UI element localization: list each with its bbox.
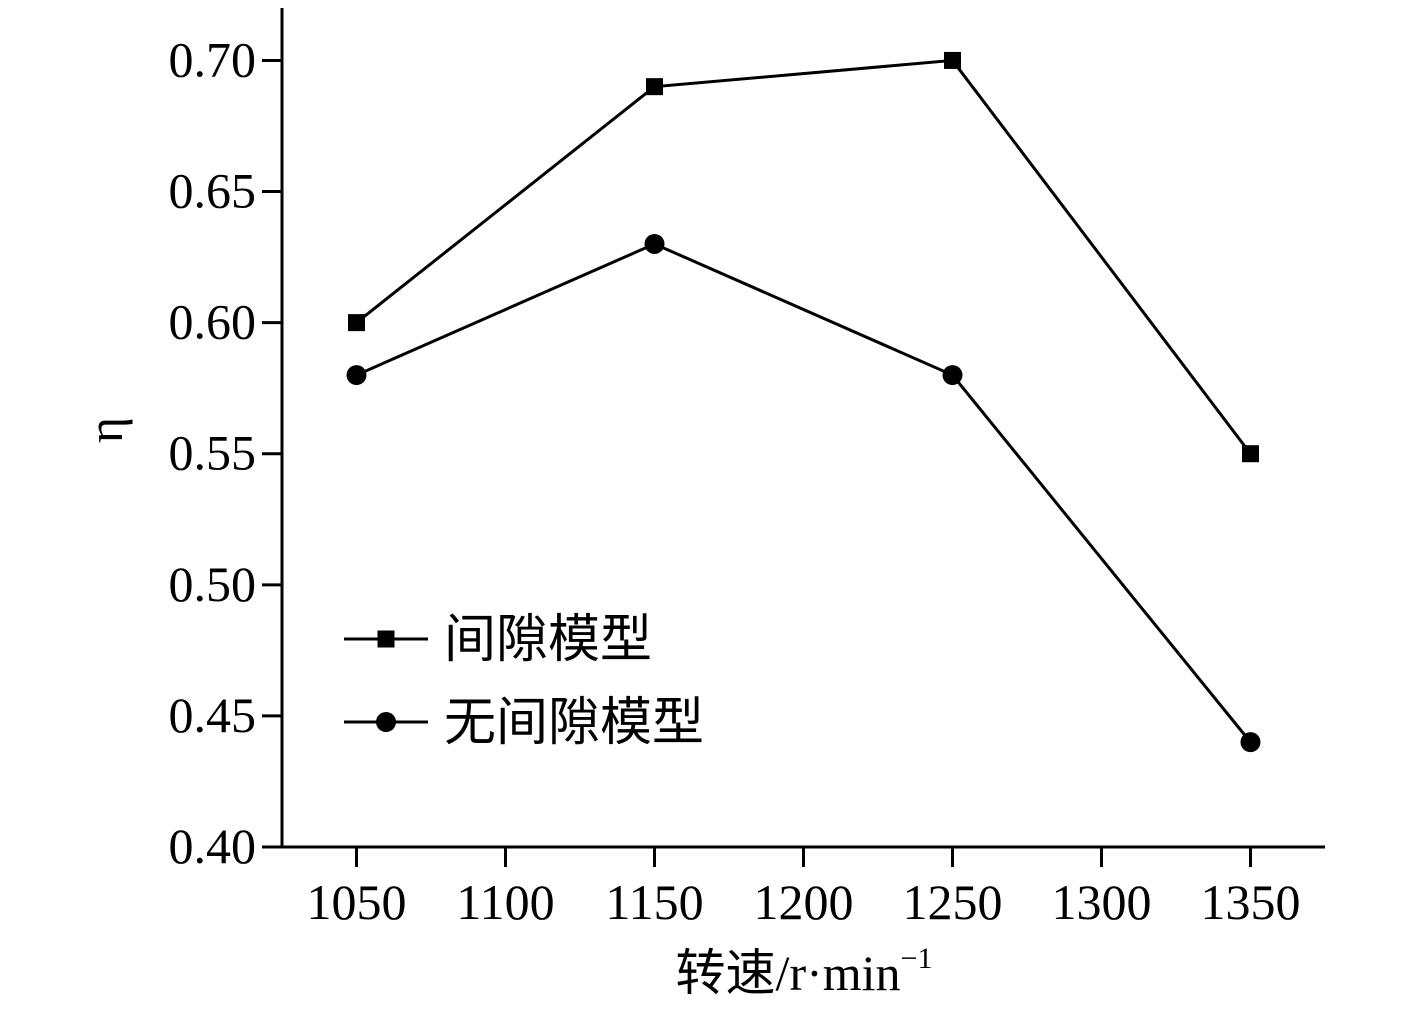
data-point	[348, 314, 365, 332]
x-tick-label: 1050	[307, 874, 407, 930]
data-point	[1240, 732, 1261, 753]
legend-marker	[377, 630, 395, 648]
data-point	[646, 78, 663, 96]
series-line	[355, 242, 1252, 744]
data-point	[942, 365, 963, 386]
y-tick-label: 0.50	[169, 556, 257, 612]
y-axis-label: η	[77, 417, 133, 443]
data-point	[644, 233, 665, 254]
legend-label: 无间隙模型	[444, 693, 704, 753]
series-layer	[346, 51, 1261, 753]
x-axis-label-sup: −1	[901, 942, 933, 975]
x-tick-label: 1350	[1201, 874, 1301, 930]
y-tick-label: 0.60	[169, 294, 257, 350]
x-tick-label: 1200	[754, 874, 854, 930]
x-tick-label: 1300	[1052, 874, 1152, 930]
x-tick-label: 1250	[903, 874, 1003, 930]
x-axis-label-main: 转速/r·min	[676, 945, 901, 1001]
x-tick-label: 1150	[605, 874, 703, 930]
x-axis-label: 转速/r·min−1	[676, 942, 933, 1001]
data-point	[944, 51, 961, 69]
data-point	[346, 365, 367, 386]
legend-marker	[376, 712, 396, 732]
y-tick-label: 0.65	[169, 163, 257, 219]
legend-item: 间隙模型	[344, 610, 652, 670]
y-tick-label: 0.70	[169, 31, 257, 87]
y-tick-label: 0.40	[169, 818, 257, 874]
data-point	[1242, 445, 1259, 463]
legend-item: 无间隙模型	[344, 693, 704, 753]
series-circle	[346, 233, 1261, 753]
axes: 0.40 0.45 0.50 0.55 0.60 0.65 0.70 1050 1100 1150…	[169, 8, 1325, 930]
y-tick-label: 0.55	[169, 425, 257, 481]
series-line	[355, 58, 1252, 455]
x-tick-label: 1100	[456, 874, 554, 930]
series-square	[348, 51, 1259, 463]
legend-label: 间隙模型	[444, 610, 652, 670]
y-tick-label: 0.45	[169, 687, 257, 743]
